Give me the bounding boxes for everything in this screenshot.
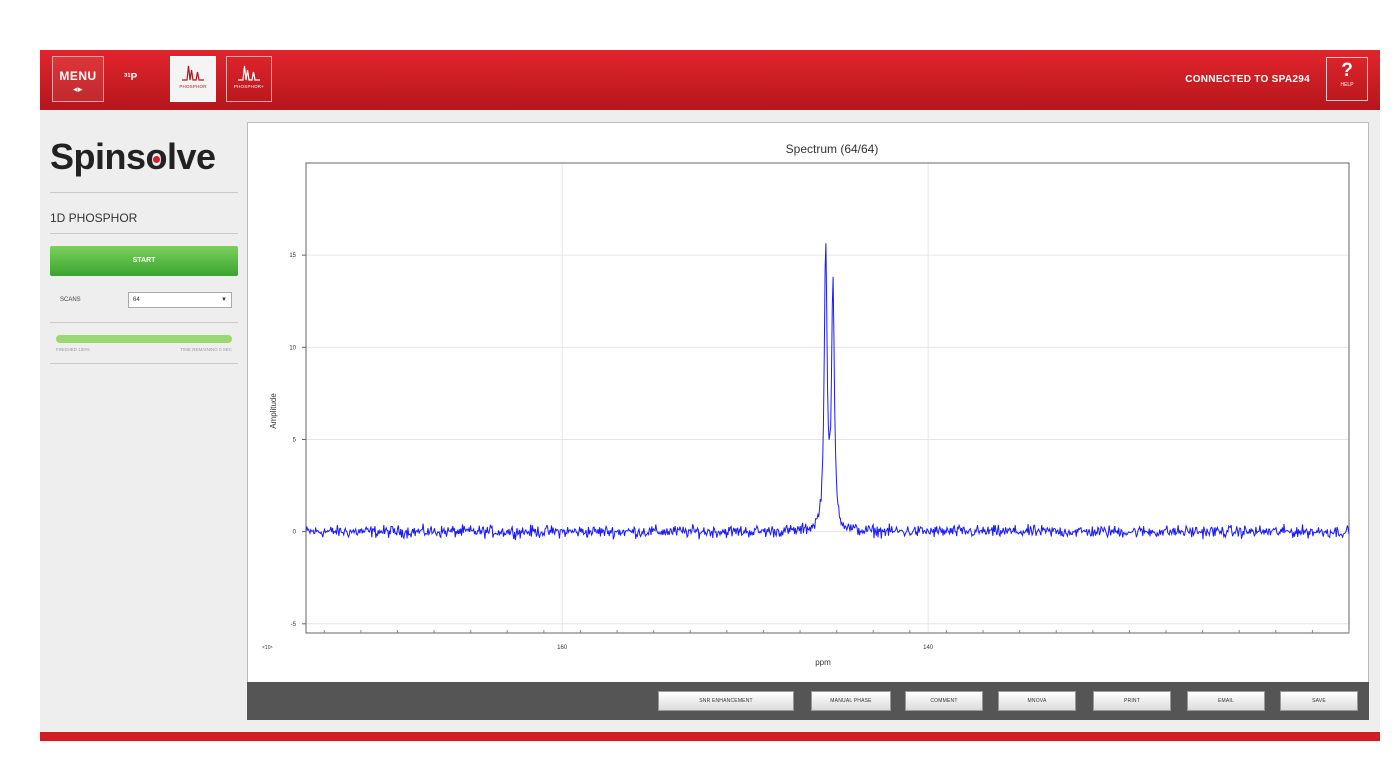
save-button[interactable]: SAVE xyxy=(1280,691,1358,711)
nucleus-label: ³¹P xyxy=(124,72,138,83)
chart-title: Spectrum (64/64) xyxy=(786,142,879,156)
comment-button[interactable]: COMMENT xyxy=(905,691,983,711)
ticks: 160 140 -5 0 5 10 15 xyxy=(289,253,1350,651)
progress-right-label: TIME REMAINING 0 SEC xyxy=(180,347,232,352)
y-multiplier-label: ×10⁵ xyxy=(262,645,273,651)
spectrum-line xyxy=(305,243,1350,541)
top-bar: MENU ◂▸ ³¹P PHOSPHOR PHOSPHOR+ CONNECTED… xyxy=(40,50,1380,110)
snr-enhancement-button[interactable]: SNR ENHANCEMENT xyxy=(658,691,794,711)
scans-select[interactable]: 64 ▼ xyxy=(128,292,232,308)
sidebar: Spinsolve 1D PHOSPHOR START SCANS 64 ▼ F… xyxy=(50,124,238,724)
y-tick-label: -5 xyxy=(291,622,297,628)
scans-row: SCANS 64 ▼ xyxy=(50,284,238,314)
print-button[interactable]: PRINT xyxy=(1093,691,1171,711)
menu-arrow-icon: ◂▸ xyxy=(72,84,84,94)
divider xyxy=(50,322,238,323)
x-axis-label: ppm xyxy=(815,658,831,667)
experiment-name: 1D PHOSPHOR xyxy=(50,211,138,225)
help-button[interactable]: ? HELP xyxy=(1326,57,1368,101)
email-button[interactable]: EMAIL xyxy=(1187,691,1265,711)
help-icon: ? xyxy=(1341,60,1353,81)
y-tick-label: 15 xyxy=(289,253,296,259)
y-tick-label: 10 xyxy=(289,345,296,351)
start-button[interactable]: START xyxy=(50,246,238,276)
scans-label: SCANS xyxy=(60,297,81,303)
divider xyxy=(50,192,238,193)
spectrum-panel: 160 140 -5 0 5 10 15 Spectrum (64/64) ppm Ampl… xyxy=(247,122,1369,720)
help-label: HELP xyxy=(1340,82,1354,88)
x-tick-label: 140 xyxy=(923,645,934,651)
bottom-toolbar: SNR ENHANCEMENT MANUAL PHASE COMMENT MNO… xyxy=(247,682,1369,720)
scans-value: 64 xyxy=(133,297,140,303)
logo-text-end: lve xyxy=(167,136,216,177)
chevron-down-icon: ▼ xyxy=(221,297,227,303)
spinsolve-logo: Spinsolve xyxy=(50,136,238,184)
experiment-phosphor-plus-button[interactable]: PHOSPHOR+ xyxy=(226,56,272,102)
experiment-phosphor-label: PHOSPHOR xyxy=(179,84,207,89)
experiment-phosphor-plus-label: PHOSPHOR+ xyxy=(233,84,265,89)
logo-text-start: Spins xyxy=(50,136,146,177)
spectrum-icon xyxy=(238,65,260,81)
divider xyxy=(50,363,238,364)
logo-target-icon: o xyxy=(146,136,168,178)
manual-phase-button[interactable]: MANUAL PHASE xyxy=(811,691,891,711)
y-tick-label: 5 xyxy=(293,437,297,443)
progress-labels: FINISHED 100% TIME REMAINING 0 SEC xyxy=(56,345,232,355)
spectrum-icon xyxy=(182,65,204,81)
x-tick-label: 160 xyxy=(557,645,568,651)
menu-button[interactable]: MENU ◂▸ xyxy=(52,56,104,102)
menu-label: MENU xyxy=(59,69,97,83)
divider xyxy=(50,233,238,234)
mnova-button[interactable]: MNOVA xyxy=(998,691,1076,711)
progress-left-label: FINISHED 100% xyxy=(56,347,90,352)
app-window: MENU ◂▸ ³¹P PHOSPHOR PHOSPHOR+ CONNECTED… xyxy=(40,50,1380,742)
y-tick-label: 0 xyxy=(293,530,297,536)
connection-status: CONNECTED TO SPA294 xyxy=(1185,74,1310,85)
experiment-phosphor-button[interactable]: PHOSPHOR xyxy=(170,56,216,102)
spectrum-chart[interactable]: 160 140 -5 0 5 10 15 Spectrum (64/64) ppm Ampl… xyxy=(248,123,1368,683)
plot-area xyxy=(305,162,1350,634)
y-axis-label: Amplitude xyxy=(269,393,278,429)
progress-bar xyxy=(56,335,232,343)
bottom-accent-bar xyxy=(40,732,1380,741)
